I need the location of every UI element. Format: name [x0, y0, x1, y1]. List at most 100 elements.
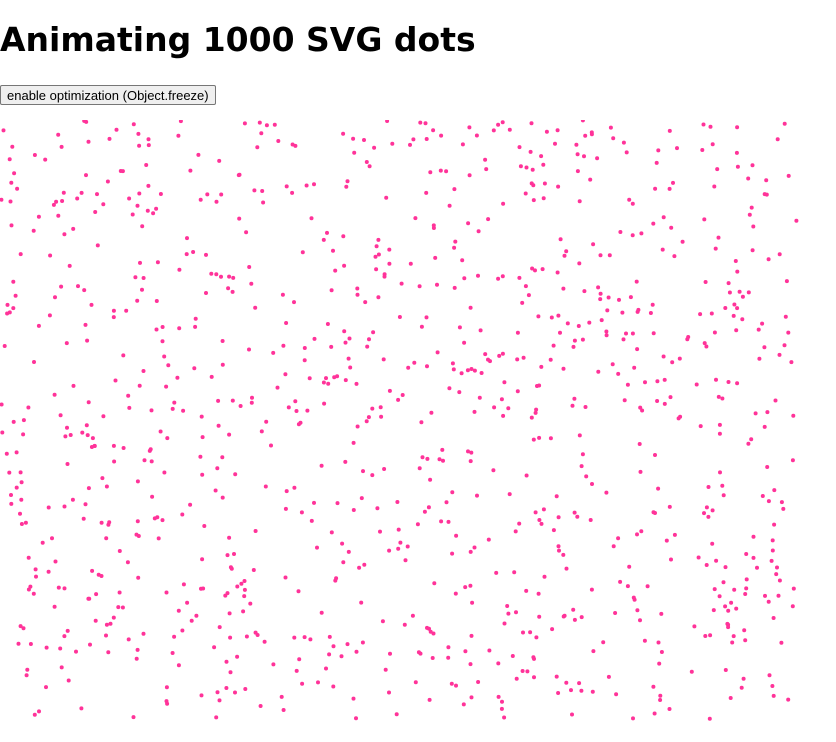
- dot: [622, 398, 627, 403]
- dot: [632, 365, 637, 370]
- dot: [656, 148, 661, 153]
- dot: [794, 218, 799, 223]
- dot: [106, 650, 111, 655]
- dot: [149, 408, 154, 413]
- dot: [252, 188, 257, 193]
- dot: [101, 202, 106, 207]
- dot: [502, 380, 507, 385]
- dot: [398, 540, 403, 545]
- dot: [779, 640, 784, 645]
- dot: [21, 626, 26, 631]
- dot: [432, 581, 437, 586]
- dot: [214, 199, 219, 204]
- dot: [28, 642, 33, 646]
- dot: [468, 662, 473, 667]
- dot: [243, 687, 248, 691]
- dot: [710, 508, 715, 513]
- dot: [138, 260, 142, 265]
- dot: [237, 216, 242, 221]
- dot: [334, 576, 339, 581]
- dot: [524, 588, 529, 593]
- dot: [89, 302, 94, 307]
- dot: [68, 433, 73, 437]
- dot: [239, 581, 244, 586]
- dot: [264, 419, 269, 424]
- dot: [54, 199, 59, 204]
- dot: [193, 324, 198, 329]
- dot: [521, 355, 526, 360]
- dot: [86, 596, 91, 601]
- dot: [408, 261, 413, 266]
- dot: [227, 611, 232, 616]
- dot: [7, 310, 12, 315]
- dot: [85, 433, 90, 438]
- dot: [774, 572, 779, 577]
- dot: [127, 196, 132, 201]
- dot: [540, 267, 545, 272]
- dot: [496, 694, 501, 699]
- dot: [601, 640, 606, 645]
- dot: [496, 122, 501, 127]
- dot: [346, 356, 351, 361]
- dot: [1, 128, 6, 133]
- dot: [107, 520, 112, 525]
- dot: [459, 371, 464, 376]
- dot: [451, 367, 456, 372]
- dot: [58, 413, 63, 418]
- dot: [104, 622, 109, 627]
- dot: [80, 430, 85, 435]
- dot: [577, 261, 582, 266]
- dot: [556, 313, 561, 318]
- dot: [26, 587, 31, 592]
- dot: [363, 300, 368, 305]
- dot: [387, 548, 392, 553]
- dot: [384, 195, 389, 200]
- dot: [653, 453, 657, 457]
- dot: [249, 400, 254, 405]
- dot: [135, 298, 140, 303]
- dot: [198, 197, 203, 202]
- dot: [86, 486, 91, 491]
- dot: [502, 621, 507, 626]
- dot: [706, 514, 711, 519]
- dot: [362, 138, 366, 142]
- dot: [510, 654, 515, 658]
- dot: [47, 313, 52, 318]
- dot: [236, 173, 241, 178]
- dot: [62, 504, 67, 509]
- dot: [575, 514, 580, 519]
- dot: [732, 587, 737, 592]
- dot: [762, 345, 767, 350]
- dot: [397, 315, 402, 319]
- dot: [370, 406, 375, 411]
- dot: [747, 212, 752, 217]
- dot: [9, 223, 14, 228]
- dot: [355, 292, 360, 297]
- dot: [136, 131, 141, 136]
- dot: [638, 469, 643, 474]
- page-title: Animating 1000 SVG dots: [0, 20, 476, 59]
- dot: [200, 557, 205, 562]
- dot: [651, 331, 656, 336]
- dot: [242, 594, 247, 599]
- dot: [345, 642, 350, 647]
- dot: [146, 143, 151, 148]
- dot: [155, 260, 160, 265]
- dot: [590, 689, 595, 694]
- dot: [364, 419, 369, 424]
- dot: [636, 307, 641, 312]
- dot: [618, 579, 623, 584]
- dot: [76, 284, 80, 289]
- dot: [529, 181, 534, 186]
- dot: [9, 501, 14, 506]
- optimization-button[interactable]: enable optimization (Object.freeze): [0, 85, 216, 105]
- dot: [165, 701, 170, 706]
- dot: [643, 380, 647, 385]
- dot: [374, 244, 379, 249]
- dot: [533, 268, 537, 273]
- dot: [59, 665, 64, 670]
- dot: [19, 497, 24, 502]
- dot: [541, 162, 546, 167]
- dot: [590, 482, 594, 486]
- dot: [557, 548, 561, 553]
